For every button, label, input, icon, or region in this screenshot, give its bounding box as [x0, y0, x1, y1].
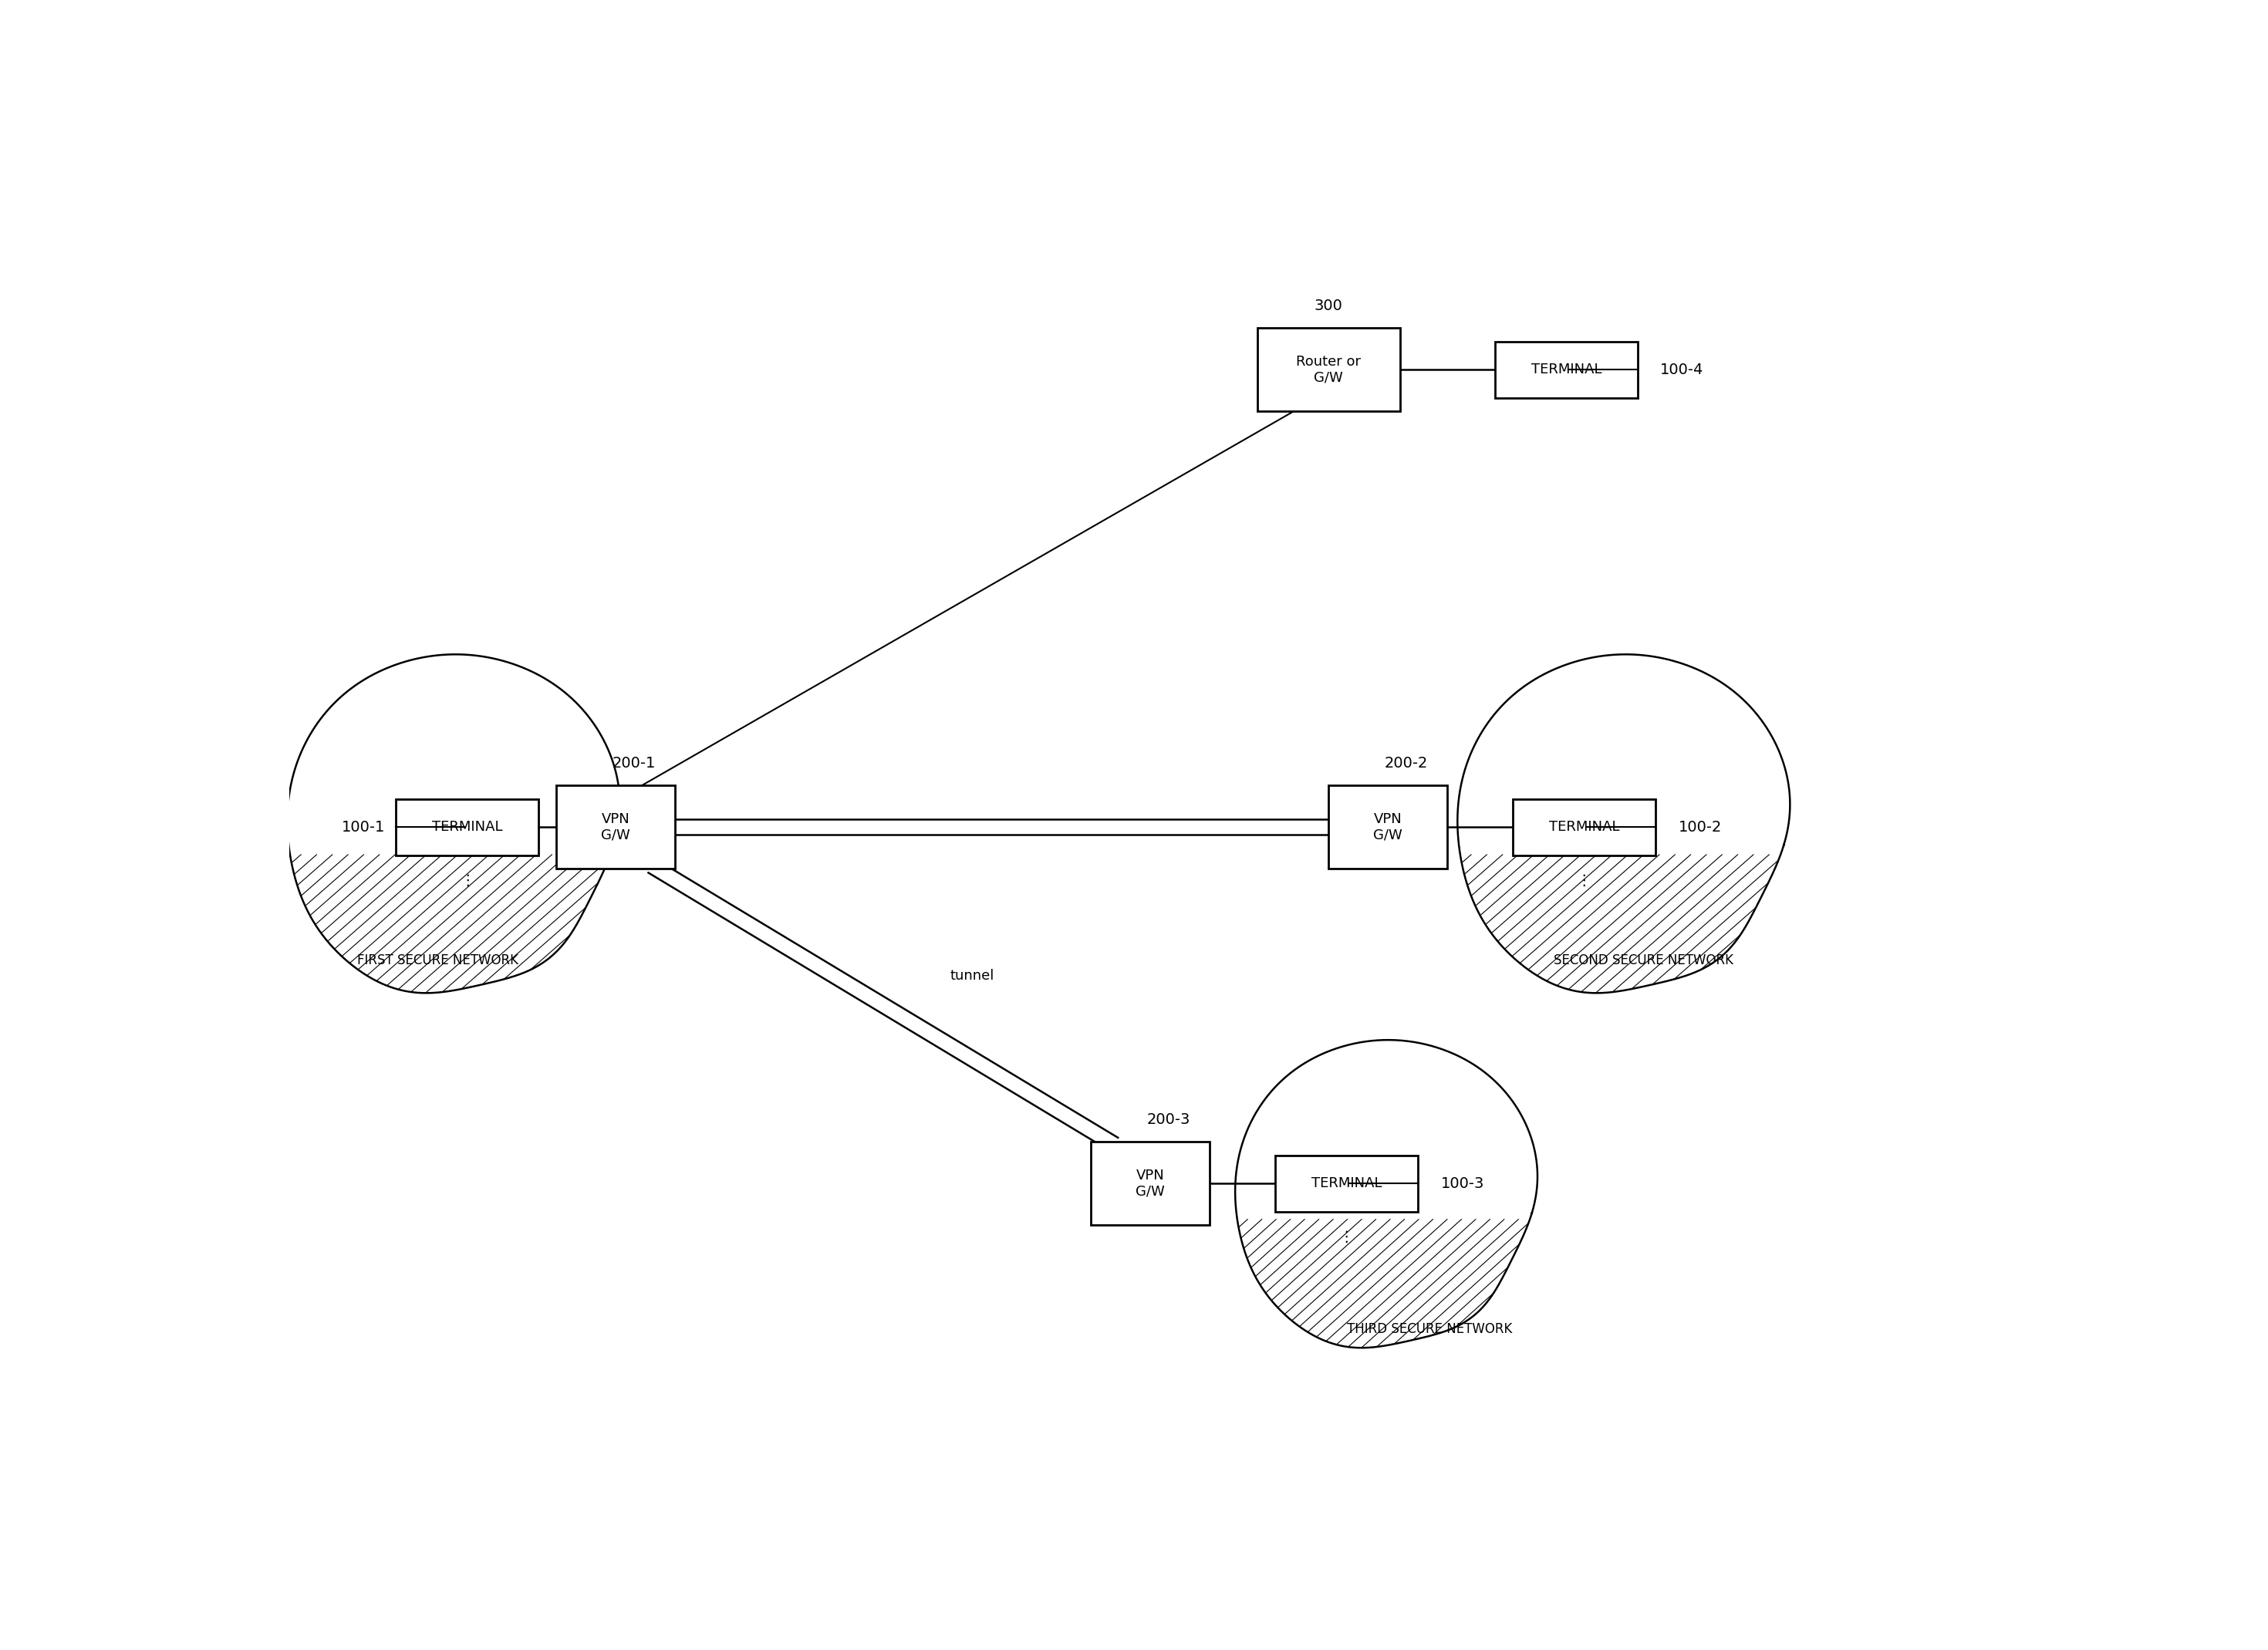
Polygon shape: [288, 655, 619, 993]
FancyBboxPatch shape: [1513, 799, 1656, 855]
Text: 200-3: 200-3: [1148, 1112, 1191, 1127]
Text: Router or
G/W: Router or G/W: [1297, 355, 1361, 384]
Text: ⋮: ⋮: [1576, 873, 1592, 888]
FancyBboxPatch shape: [1495, 342, 1637, 398]
Polygon shape: [1236, 1040, 1538, 1348]
FancyBboxPatch shape: [1256, 328, 1399, 411]
Text: 100-4: 100-4: [1660, 363, 1703, 376]
Polygon shape: [1458, 655, 1789, 993]
FancyBboxPatch shape: [1275, 1155, 1418, 1211]
Text: SECOND SECURE NETWORK: SECOND SECURE NETWORK: [1554, 954, 1733, 967]
FancyBboxPatch shape: [556, 785, 676, 868]
Text: VPN
G/W: VPN G/W: [601, 812, 631, 841]
Text: FIRST SECURE NETWORK: FIRST SECURE NETWORK: [356, 954, 519, 967]
Text: ⋮: ⋮: [1338, 1229, 1354, 1244]
Text: VPN
G/W: VPN G/W: [1374, 812, 1402, 841]
FancyBboxPatch shape: [397, 799, 540, 855]
Text: 100-1: 100-1: [342, 820, 386, 835]
Text: 300: 300: [1315, 299, 1343, 314]
Text: ⋮: ⋮: [460, 873, 474, 888]
Text: VPN
G/W: VPN G/W: [1136, 1168, 1166, 1198]
Text: 100-2: 100-2: [1678, 820, 1721, 835]
Text: THIRD SECURE NETWORK: THIRD SECURE NETWORK: [1347, 1322, 1513, 1337]
Text: TERMINAL: TERMINAL: [1549, 820, 1619, 833]
Text: 200-1: 200-1: [612, 756, 655, 771]
Text: 200-2: 200-2: [1383, 756, 1427, 771]
FancyBboxPatch shape: [1091, 1142, 1209, 1224]
Text: TERMINAL: TERMINAL: [1311, 1176, 1381, 1190]
FancyBboxPatch shape: [1329, 785, 1447, 868]
Text: TERMINAL: TERMINAL: [1531, 363, 1601, 376]
Text: tunnel: tunnel: [950, 969, 993, 982]
Text: TERMINAL: TERMINAL: [433, 820, 503, 833]
Text: 100-3: 100-3: [1440, 1176, 1483, 1191]
